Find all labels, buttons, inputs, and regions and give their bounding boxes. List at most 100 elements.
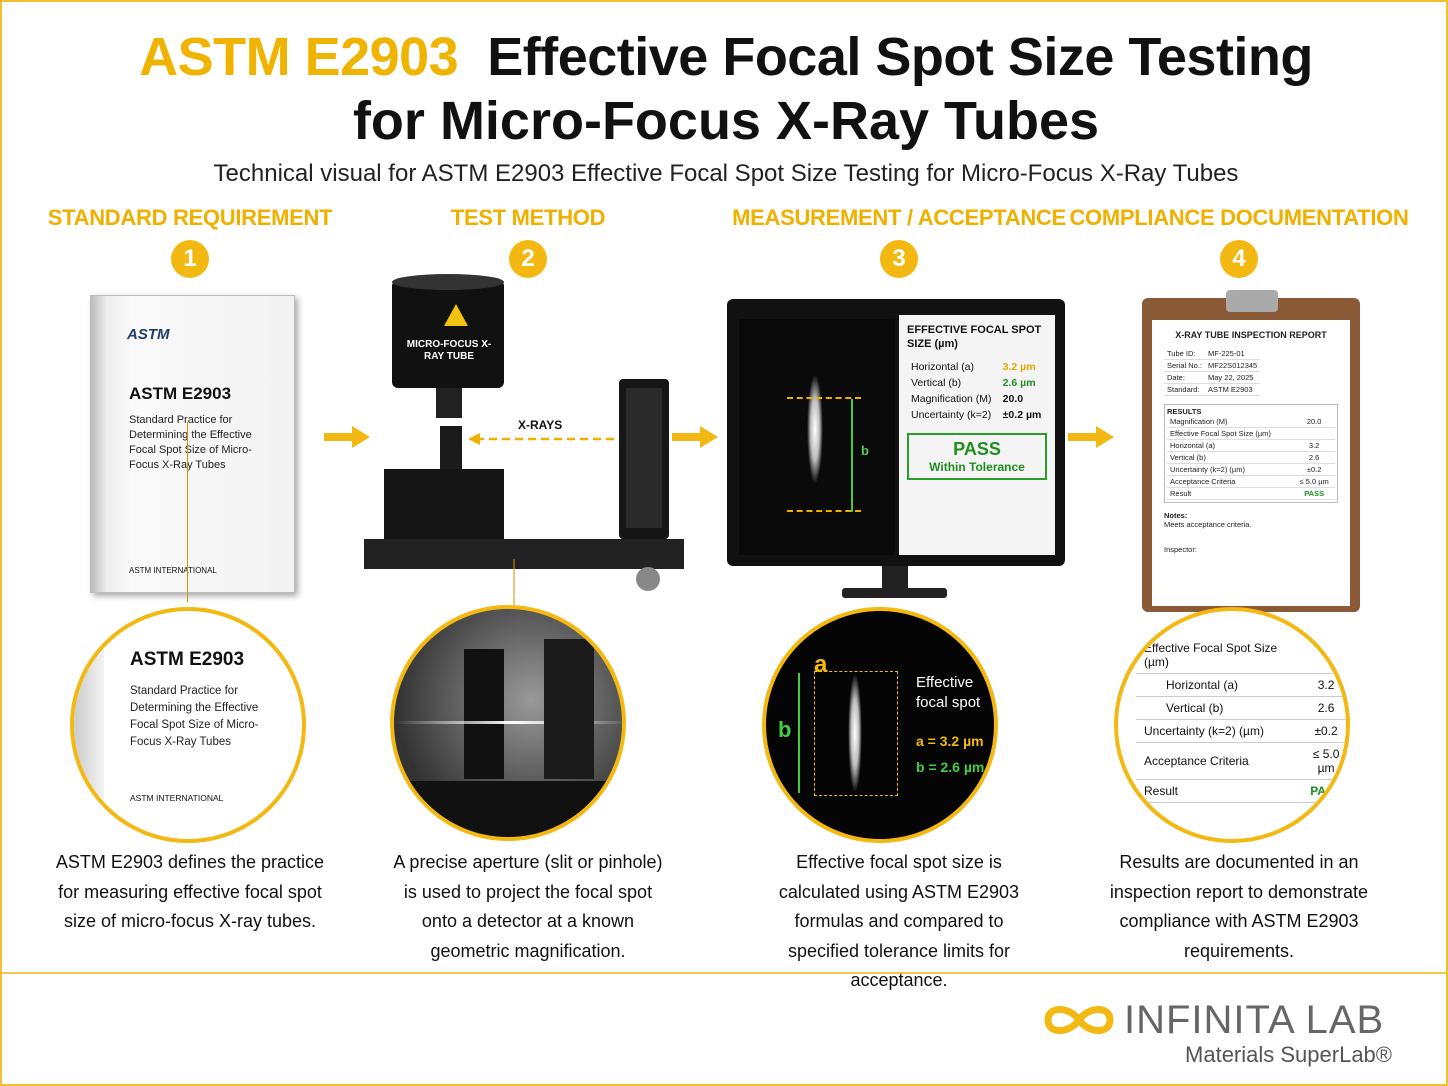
step-description: Effective focal spot size is calculated … bbox=[778, 852, 1020, 990]
zoom-row-label: Vertical (b) bbox=[1136, 696, 1297, 720]
standard-book: ASTM ASTM E2903 Standard Practice for De… bbox=[90, 295, 295, 593]
pass-box: PASS Within Tolerance bbox=[907, 433, 1047, 480]
monitor-base bbox=[842, 588, 947, 598]
monitor-neck bbox=[882, 566, 908, 588]
tagline: Materials SuperLab® bbox=[1185, 1042, 1392, 1067]
flow-arrow bbox=[1068, 426, 1114, 448]
row-value: PASS bbox=[1293, 487, 1335, 500]
title: ASTM E2903 Effective Focal Spot Size Tes… bbox=[2, 26, 1446, 88]
step-heading: TEST METHOD bbox=[450, 205, 606, 230]
panel-title: EFFECTIVE FOCAL SPOT SIZE (µm) bbox=[907, 324, 1042, 350]
row-label: Horizontal (a) bbox=[1167, 439, 1294, 452]
row-value: MF22S012345 bbox=[1205, 359, 1261, 372]
zoom-row: Result PASS bbox=[1136, 779, 1346, 803]
row-label: Vertical (b) bbox=[911, 377, 962, 389]
tube-label: MICRO-FOCUS X-RAY TUBE bbox=[406, 339, 492, 362]
spot-zoom: a b Effective focal spot a = 3.2 µm b = … bbox=[762, 607, 998, 843]
knob bbox=[636, 567, 660, 591]
monitor-image: b bbox=[739, 319, 895, 555]
row-label: Magnification (M) bbox=[1167, 416, 1294, 428]
zoom-row-value: 3.2 bbox=[1296, 673, 1346, 697]
panel-rows: Horizontal (a) 3.2 µm Vertical (b) 2.6 µm Ma… bbox=[907, 359, 1047, 423]
row-value: ASTM E2903 bbox=[1205, 383, 1261, 396]
arrow-shape bbox=[324, 426, 370, 448]
infinity bbox=[1044, 1006, 1114, 1034]
stage bbox=[384, 469, 504, 549]
zoom-box bbox=[814, 671, 898, 796]
book-logo: ASTM bbox=[127, 326, 170, 343]
step-description: A precise aperture (slit or pinhole) is … bbox=[393, 852, 663, 961]
row-value: 20.0 bbox=[1293, 416, 1335, 428]
row-value: MF-225-01 bbox=[1205, 348, 1261, 360]
zoom-row-value: ±0.2 bbox=[1296, 719, 1346, 743]
row-label: Standard: bbox=[1164, 383, 1206, 396]
row: Horizontal (a) 3.2 µm bbox=[907, 359, 1047, 375]
row-label: Acceptance Criteria bbox=[1167, 475, 1294, 488]
row-value: ±0.2 µm bbox=[1002, 409, 1042, 421]
zoom-book-code: ASTM E2903 bbox=[130, 649, 245, 670]
report: X-RAY TUBE INSPECTION REPORT Tube ID: MF-… bbox=[1152, 320, 1350, 606]
report-title: X-RAY TUBE INSPECTION REPORT bbox=[1175, 330, 1327, 340]
row-value bbox=[1293, 427, 1335, 440]
row-value: ±0.2 bbox=[1293, 463, 1335, 476]
title-highlight: ASTM E2903 bbox=[139, 27, 459, 87]
row-value: 3.2 µm bbox=[1002, 361, 1036, 373]
report-fields: Tube ID: MF-225-01 Serial No.: MF22S012345 D… bbox=[1164, 348, 1261, 396]
row-label: Serial No.: bbox=[1164, 359, 1206, 372]
aperture-zoom bbox=[390, 605, 626, 841]
row-label: Uncertainty (k=2) bbox=[911, 409, 992, 421]
zoom-b: b bbox=[778, 717, 792, 742]
b-dimension bbox=[851, 399, 853, 512]
zoom-row: Acceptance Criteria ≤ 5.0 µm bbox=[1136, 742, 1346, 780]
zoom-row: Horizontal (a) 3.2 bbox=[1136, 673, 1346, 697]
row: Standard: ASTM E2903 bbox=[1164, 383, 1261, 396]
step-number: 3 bbox=[880, 240, 918, 278]
row-label: Uncertainty (k=2) (µm) bbox=[1167, 463, 1294, 476]
row: Uncertainty (k=2) ±0.2 µm bbox=[907, 407, 1047, 423]
zoom-a-value: a = 3.2 µm bbox=[916, 733, 984, 749]
row-label: Tube ID: bbox=[1164, 348, 1206, 360]
step-description: Results are documented in an inspection … bbox=[1109, 852, 1369, 961]
row-label: Magnification (M) bbox=[911, 393, 992, 405]
row: Vertical (b) 2.6 µm bbox=[907, 375, 1047, 391]
xray-tube bbox=[392, 280, 504, 388]
focal-spot bbox=[807, 374, 823, 484]
tube-top bbox=[392, 274, 504, 290]
zoom-results: Effective Focal Spot Size (µm) Horizontal… bbox=[1136, 637, 1346, 803]
notes-label: Notes: bbox=[1164, 511, 1188, 520]
zoom-row-label: Horizontal (a) bbox=[1136, 673, 1297, 697]
detector-screen bbox=[626, 388, 662, 528]
measure-lines bbox=[787, 397, 861, 512]
row-value: 2.6 µm bbox=[1002, 377, 1036, 389]
row: Magnification (M) 20.0 bbox=[907, 391, 1047, 407]
rail bbox=[364, 539, 684, 569]
clip bbox=[1226, 290, 1278, 312]
row-label: Result bbox=[1167, 487, 1294, 500]
row-label: Horizontal (a) bbox=[911, 361, 975, 373]
book-code: ASTM E2903 bbox=[129, 384, 232, 403]
step-description: ASTM E2903 defines the practice for meas… bbox=[55, 852, 325, 931]
zoom-spot bbox=[848, 673, 862, 793]
zoom-row-label: Acceptance Criteria bbox=[1136, 742, 1297, 780]
rail-zoom bbox=[394, 781, 622, 837]
hazard-sign bbox=[444, 304, 468, 326]
report-zoom: Effective Focal Spot Size (µm) Horizontal… bbox=[1114, 607, 1350, 843]
arrow-shape bbox=[1068, 426, 1114, 448]
row-value: May 22, 2025 bbox=[1205, 371, 1261, 384]
tube-nozzle bbox=[436, 388, 462, 418]
row: Acceptance Criteria ≤ 5.0 µm bbox=[1167, 475, 1335, 488]
title-rest: Effective Focal Spot Size Testing bbox=[487, 27, 1313, 87]
beam-arrow bbox=[468, 433, 480, 445]
row: Date: May 22, 2025 bbox=[1164, 371, 1261, 384]
zoom-row-value bbox=[1296, 637, 1346, 674]
results-box: RESULTS Magnification (M) 20.0 Effective F… bbox=[1164, 404, 1338, 503]
results-table: Magnification (M) 20.0 Effective Focal Spo… bbox=[1167, 416, 1335, 500]
monitor: b EFFECTIVE FOCAL SPOT SIZE (µm) Horizon… bbox=[727, 299, 1065, 566]
test-setup bbox=[364, 274, 684, 619]
aperture-block bbox=[464, 649, 504, 779]
step-heading: COMPLIANCE DOCUMENTATION bbox=[1069, 205, 1409, 230]
zoom-row: Vertical (b) 2.6 bbox=[1136, 696, 1346, 720]
zoom-row-label: Result bbox=[1136, 779, 1297, 803]
inspector: Inspector: bbox=[1164, 545, 1197, 554]
zoom-b-value: b = 2.6 µm bbox=[916, 759, 985, 775]
